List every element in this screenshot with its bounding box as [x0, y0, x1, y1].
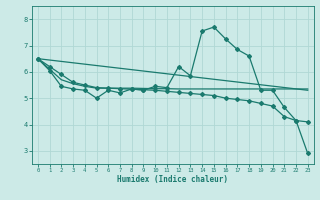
- X-axis label: Humidex (Indice chaleur): Humidex (Indice chaleur): [117, 175, 228, 184]
